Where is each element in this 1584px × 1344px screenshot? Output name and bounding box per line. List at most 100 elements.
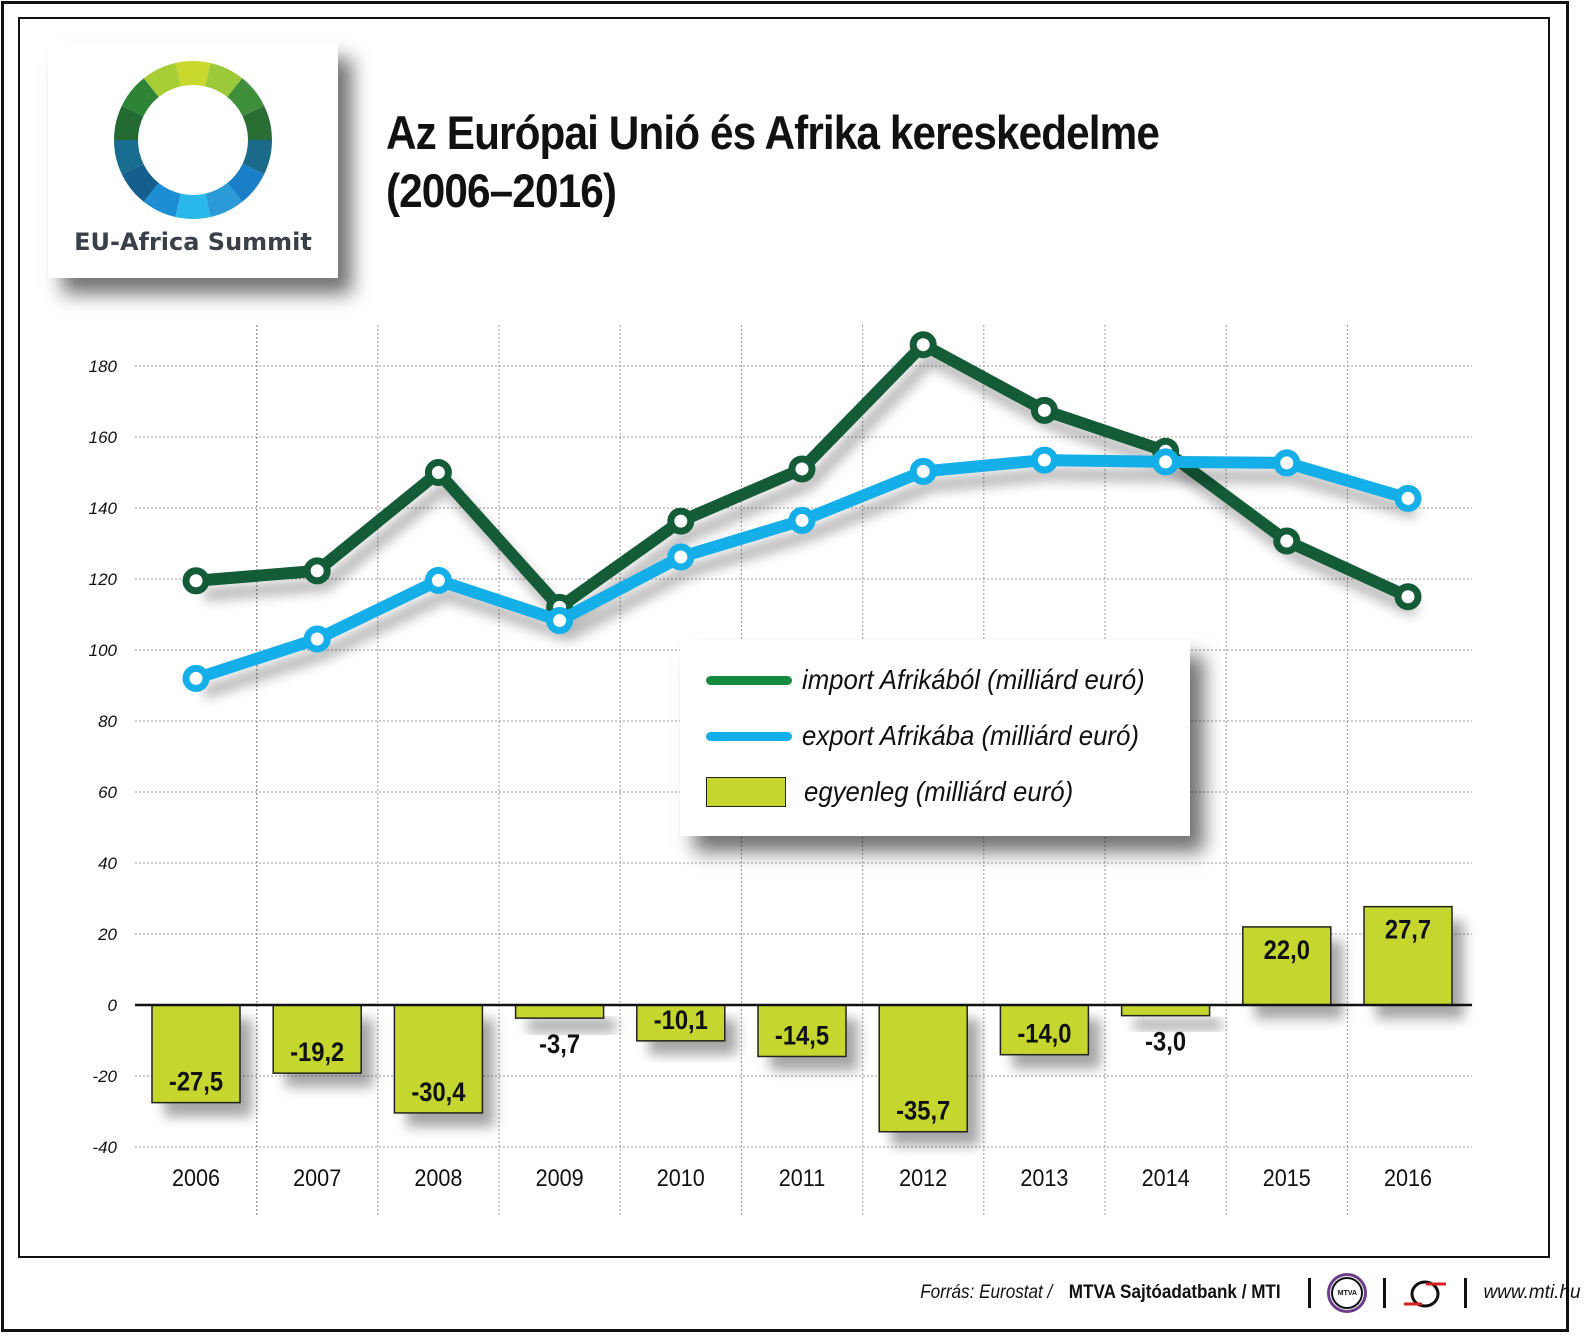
legend-label-import: import Afrikából (milliárd euró) bbox=[802, 664, 1145, 695]
x-tick-label: 2015 bbox=[1263, 1164, 1311, 1191]
x-tick-label: 2013 bbox=[1020, 1164, 1068, 1191]
y-tick-label: 160 bbox=[89, 428, 118, 447]
x-tick-label: 2007 bbox=[293, 1164, 341, 1191]
title-line-2: (2006–2016) bbox=[386, 164, 617, 217]
y-tick-label: 20 bbox=[97, 925, 117, 944]
bar-value-label: -3,7 bbox=[539, 1030, 580, 1060]
x-tick-label: 2012 bbox=[899, 1164, 947, 1191]
ring-segment bbox=[175, 61, 211, 87]
import-point bbox=[909, 331, 937, 359]
x-tick-label: 2016 bbox=[1384, 1164, 1432, 1191]
import-point bbox=[424, 459, 452, 486]
y-tick-label: -40 bbox=[92, 1138, 117, 1157]
ring-segment bbox=[121, 163, 159, 202]
mtva-logo-icon: MTVA bbox=[1327, 1273, 1368, 1313]
ring-segment bbox=[121, 78, 159, 117]
x-tick-label: 2006 bbox=[172, 1164, 220, 1191]
bar-value-label: 27,7 bbox=[1385, 915, 1431, 945]
ring-segment bbox=[242, 140, 272, 175]
import-point bbox=[1273, 527, 1301, 555]
ring-logo-icon bbox=[114, 61, 272, 220]
ring-segment bbox=[114, 140, 144, 175]
y-tick-label: 80 bbox=[98, 712, 117, 731]
ring-segment bbox=[205, 62, 243, 97]
legend-item-balance: egyenleg (milliárd euró) bbox=[680, 772, 1097, 812]
source-label: Forrás: Eurostat / bbox=[920, 1282, 1058, 1303]
chart-title: Az Európai Unió és Afrika kereskedelme (… bbox=[386, 104, 1160, 220]
mti-logo-icon bbox=[1404, 1280, 1447, 1308]
export-point bbox=[424, 566, 452, 594]
export-point bbox=[1273, 449, 1301, 477]
export-point bbox=[1030, 446, 1058, 474]
bar-shadow bbox=[1133, 1019, 1222, 1030]
line-shadow bbox=[202, 468, 1418, 699]
legend-item-export: export Afrikába (milliárd euró) bbox=[680, 716, 1168, 756]
bar-value-label: -35,7 bbox=[896, 1096, 950, 1126]
export-point bbox=[909, 457, 937, 485]
divider bbox=[1464, 1278, 1468, 1308]
y-tick-label: 60 bbox=[98, 783, 117, 802]
bar-balance bbox=[1363, 905, 1453, 1006]
x-tick-label: 2014 bbox=[1142, 1164, 1190, 1191]
bar-balance bbox=[999, 1004, 1090, 1056]
x-tick-label: 2011 bbox=[779, 1164, 825, 1191]
inner-frame bbox=[18, 17, 1550, 1258]
ring-segment bbox=[143, 183, 181, 218]
ring-segment bbox=[242, 105, 272, 140]
y-tick-label: 120 bbox=[89, 570, 118, 589]
bar-balance bbox=[878, 1004, 968, 1133]
legend-item-import: import Afrikából (milliárd euró) bbox=[680, 660, 1174, 700]
export-point bbox=[1394, 484, 1422, 512]
eu-africa-summit-logo: EU-Africa Summit bbox=[48, 42, 338, 278]
y-tick-label: -20 bbox=[92, 1067, 117, 1086]
bar-value-label: -10,1 bbox=[654, 1005, 708, 1035]
bar-value-label: 22,0 bbox=[1264, 936, 1310, 966]
website-link[interactable]: www.mti.hu bbox=[1483, 1282, 1581, 1303]
ring-segment bbox=[227, 78, 265, 117]
bar-value-label: -14,0 bbox=[1017, 1019, 1071, 1049]
export-point bbox=[667, 543, 695, 571]
legend-swatch-import bbox=[706, 675, 792, 685]
bar-balance bbox=[1120, 1004, 1211, 1017]
import-point bbox=[1394, 583, 1422, 611]
bar-balance bbox=[151, 1004, 241, 1104]
bar-balance bbox=[272, 1004, 362, 1074]
legend: import Afrikából (milliárd euró) export … bbox=[680, 640, 1190, 836]
bar-balance bbox=[757, 1004, 847, 1058]
bar-value-label: -27,5 bbox=[169, 1067, 223, 1097]
export-point bbox=[788, 506, 816, 534]
y-tick-label: 140 bbox=[89, 499, 118, 518]
export-point bbox=[546, 607, 574, 635]
import-point bbox=[667, 507, 695, 535]
footer: Forrás: Eurostat / MTVA Sajtóadatbank / … bbox=[905, 1273, 1581, 1313]
divider bbox=[1308, 1278, 1312, 1308]
y-tick-label: 180 bbox=[89, 357, 118, 376]
y-tick-label: 0 bbox=[108, 996, 118, 1015]
divider bbox=[1383, 1278, 1387, 1308]
ring-segment bbox=[175, 193, 211, 220]
ring-segment bbox=[227, 163, 265, 202]
ring-segment bbox=[143, 62, 181, 97]
x-tick-label: 2009 bbox=[536, 1164, 584, 1191]
title-line-1: Az Európai Unió és Afrika kereskedelme bbox=[386, 106, 1160, 159]
legend-label-export: export Afrikába (milliárd euró) bbox=[802, 720, 1139, 751]
legend-label-balance: egyenleg (milliárd euró) bbox=[804, 776, 1074, 807]
import-point bbox=[182, 567, 210, 595]
import-point bbox=[1030, 396, 1058, 424]
import-point bbox=[303, 557, 331, 585]
ring-segment bbox=[205, 183, 243, 218]
legend-swatch-balance bbox=[706, 777, 786, 807]
import-point bbox=[788, 455, 816, 483]
bar-value-label: -30,4 bbox=[411, 1078, 465, 1108]
bar-value-label: -3,0 bbox=[1145, 1027, 1186, 1057]
export-point bbox=[1152, 448, 1180, 476]
x-tick-label: 2008 bbox=[414, 1164, 462, 1191]
y-tick-label: 40 bbox=[98, 854, 117, 873]
source-name: MTVA Sajtóadatbank / MTI bbox=[1068, 1282, 1281, 1303]
bar-value-label: -14,5 bbox=[775, 1021, 829, 1051]
bar-value-label: -19,2 bbox=[290, 1038, 344, 1068]
legend-swatch-export bbox=[706, 731, 792, 741]
export-point bbox=[303, 625, 331, 653]
